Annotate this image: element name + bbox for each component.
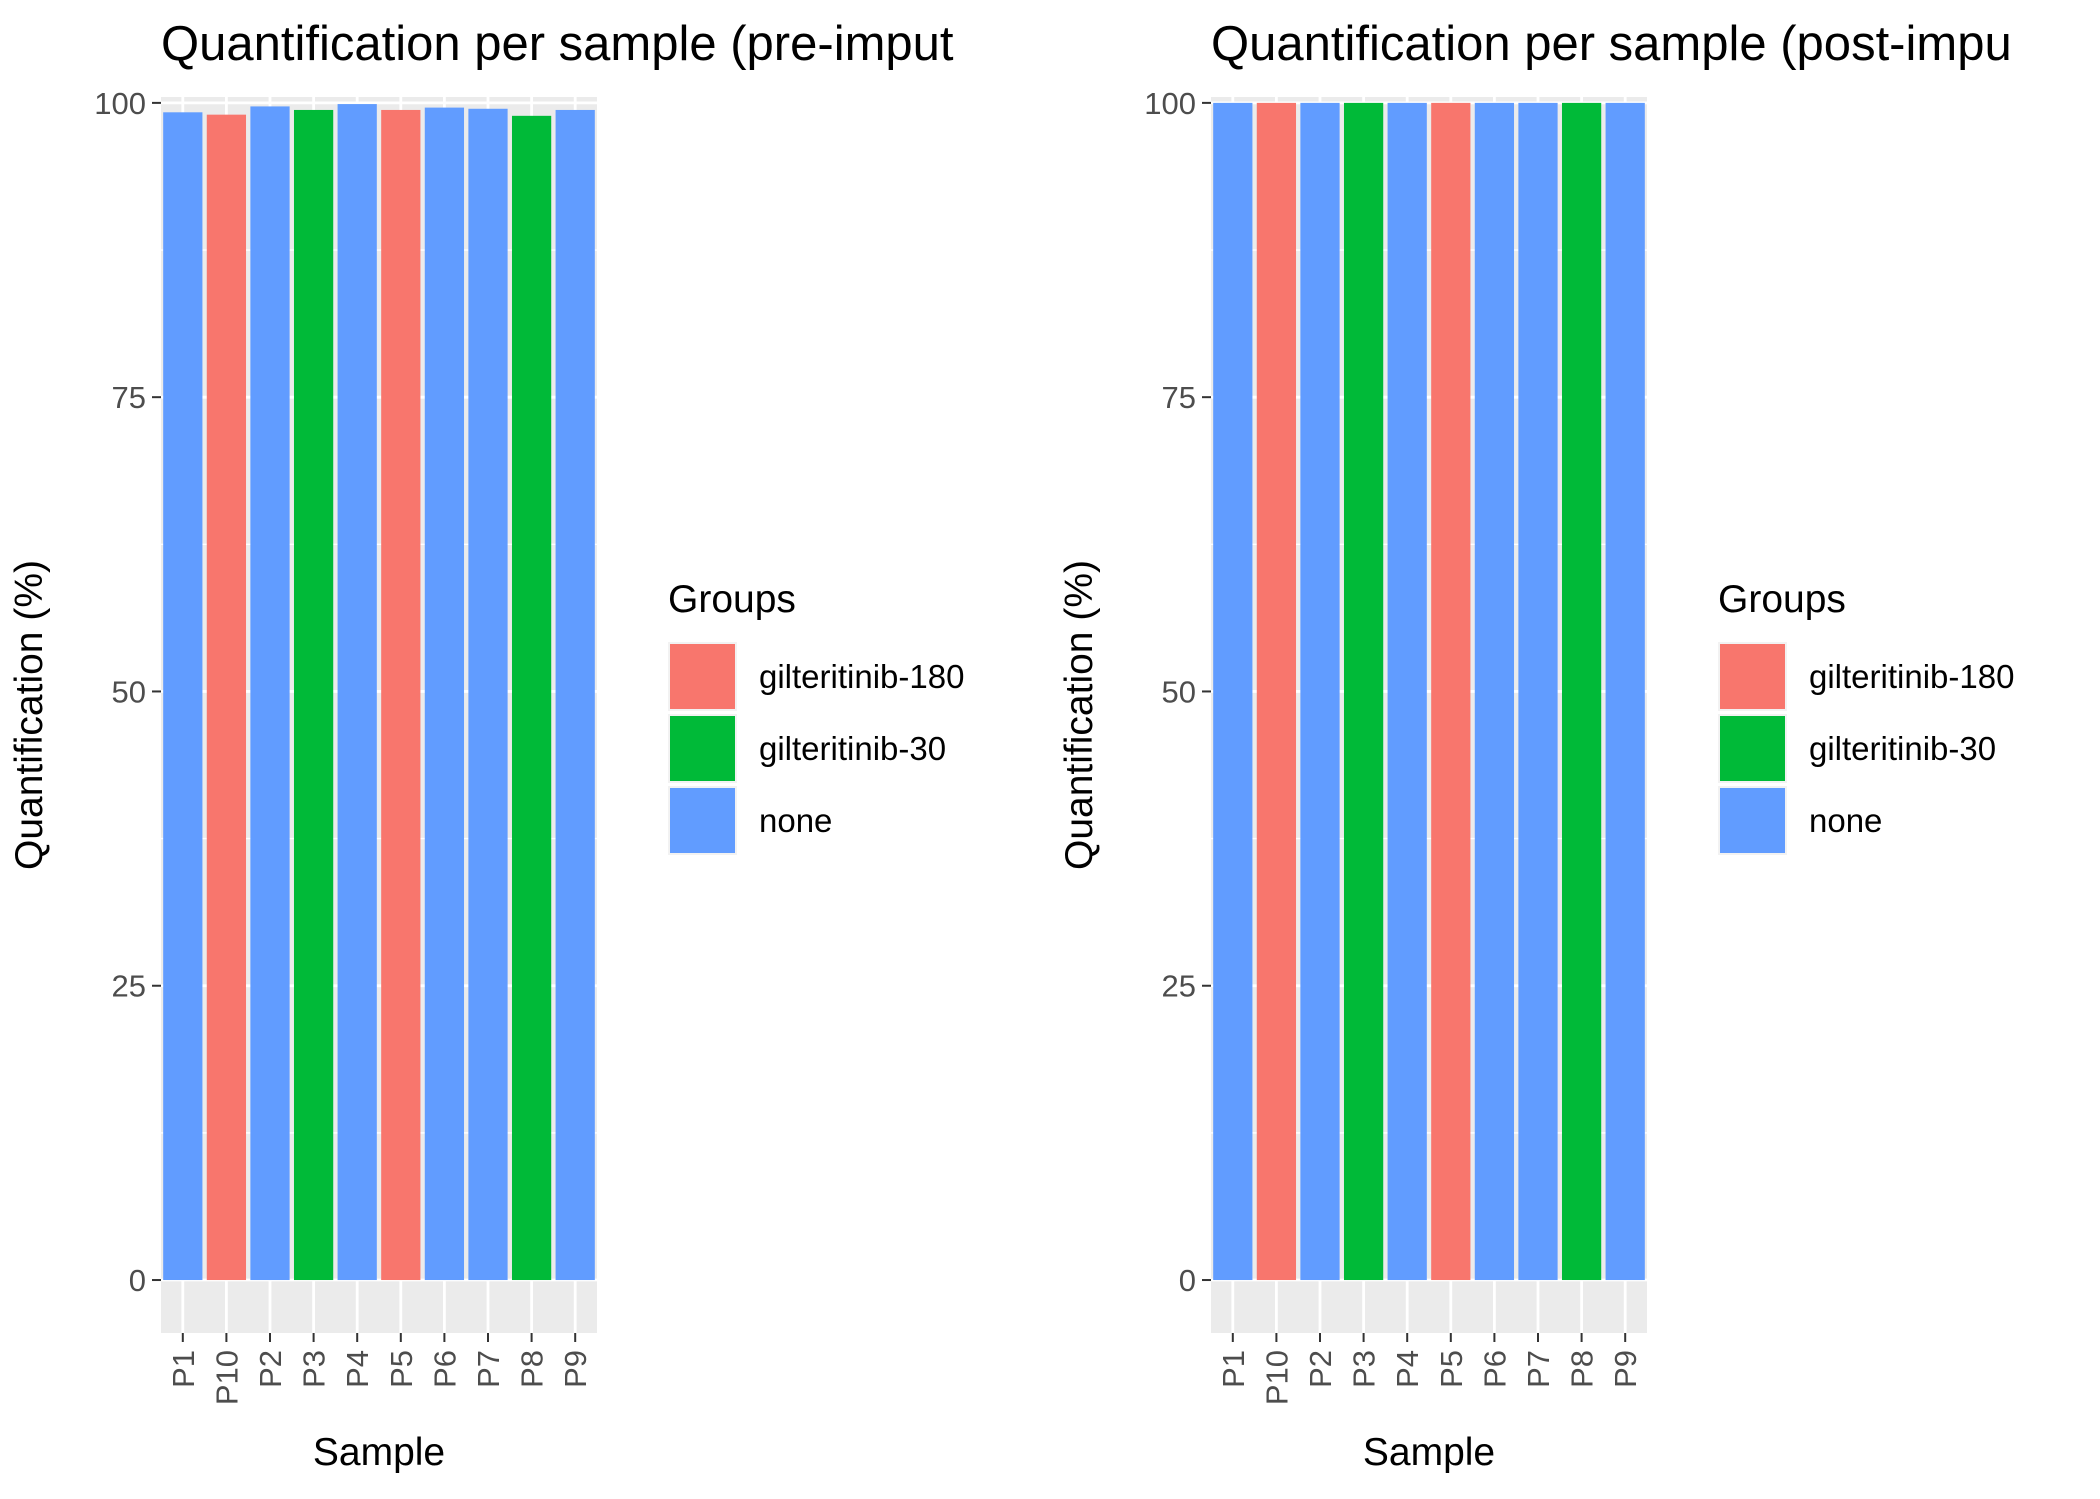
x-tick-label: P10 [209, 1350, 244, 1405]
bar-P8 [511, 115, 552, 1281]
x-tick-label: P8 [515, 1350, 550, 1388]
y-tick-label: 100 [94, 86, 146, 121]
bar-P2 [250, 106, 290, 1281]
legend-swatch-gilteritinib-30 [670, 716, 735, 781]
x-tick-label: P6 [1477, 1350, 1512, 1388]
chart-0: 0 25 50 75 100 P1 P10 P2 P3 P4 P5 P6 P7 P8 P9 Quantific… [8, 17, 964, 1474]
bar-P3 [1343, 102, 1384, 1281]
y-tick-label: 75 [1162, 380, 1196, 415]
legend-label: gilteritinib-30 [759, 730, 946, 767]
legend-label: gilteritinib-180 [1809, 658, 2014, 695]
y-axis-label: Quantification (%) [8, 560, 51, 870]
x-tick-label: P3 [1347, 1350, 1382, 1388]
bar-P8 [1561, 102, 1602, 1281]
legend-label: gilteritinib-180 [759, 658, 964, 695]
bar-P3 [293, 109, 334, 1281]
legend-label: gilteritinib-30 [1809, 730, 1996, 767]
x-tick-label: P5 [384, 1350, 419, 1388]
y-tick-label: 50 [1162, 674, 1196, 709]
legend-title: Groups [668, 578, 796, 621]
legend-swatch-gilteritinib-30 [1720, 716, 1785, 781]
legend-swatch-none [670, 788, 735, 853]
bar-P1 [1213, 102, 1253, 1281]
x-tick-label: P2 [253, 1350, 288, 1388]
x-tick-label: P4 [340, 1350, 375, 1388]
y-tick-label: 75 [112, 380, 146, 415]
x-tick-label: P2 [1303, 1350, 1338, 1388]
bar-P7 [468, 108, 508, 1281]
y-tick-label: 0 [1179, 1263, 1196, 1298]
bar-P5 [1431, 102, 1471, 1281]
x-tick-label: P7 [471, 1350, 506, 1388]
bar-P1 [163, 112, 203, 1281]
bar-P2 [1300, 102, 1340, 1281]
legend-swatch-none [1720, 788, 1785, 853]
x-tick-label: P1 [1216, 1350, 1251, 1388]
bar-P6 [1474, 102, 1515, 1281]
chart-title: Quantification per sample (pre-imput [161, 17, 954, 71]
bar-P4 [1387, 102, 1427, 1281]
x-tick-label: P5 [1434, 1350, 1469, 1388]
bar-P9 [555, 109, 595, 1281]
x-tick-label: P9 [558, 1350, 593, 1388]
x-tick-label: P8 [1565, 1350, 1600, 1388]
bar-P7 [1518, 102, 1558, 1281]
x-tick-label: P7 [1521, 1350, 1556, 1388]
y-tick-label: 25 [112, 969, 146, 1004]
legend-title: Groups [1718, 578, 1846, 621]
legend-swatch-gilteritinib-180 [1720, 644, 1785, 709]
bar-P6 [424, 107, 465, 1281]
legend-swatch-gilteritinib-180 [670, 644, 735, 709]
bar-P4 [337, 104, 377, 1281]
legend-label: none [759, 802, 832, 839]
y-tick-label: 25 [1162, 969, 1196, 1004]
x-tick-label: P3 [297, 1350, 332, 1388]
x-tick-label: P4 [1390, 1350, 1425, 1388]
y-tick-label: 50 [112, 674, 146, 709]
x-tick-label: P10 [1259, 1350, 1294, 1405]
x-tick-label: P9 [1608, 1350, 1643, 1388]
bar-P9 [1605, 102, 1645, 1281]
x-axis-label: Sample [1363, 1431, 1495, 1474]
y-tick-label: 0 [129, 1263, 146, 1298]
legend: Groups gilteritinib-180 gilteritinib-30 non… [1718, 578, 2014, 855]
chart-1: 0 25 50 75 100 P1 P10 P2 P3 P4 P5 P6 P7 P8 P9 Quantific… [1058, 17, 2014, 1474]
bar-P10 [1256, 102, 1297, 1281]
y-axis-label: Quantification (%) [1058, 560, 1101, 870]
bar-P5 [381, 109, 421, 1281]
x-axis-label: Sample [313, 1431, 445, 1474]
legend-label: none [1809, 802, 1882, 839]
bar-P10 [206, 114, 247, 1281]
x-tick-label: P6 [427, 1350, 462, 1388]
legend: Groups gilteritinib-180 gilteritinib-30 non… [668, 578, 964, 855]
chart-title: Quantification per sample (post-impu [1211, 17, 2012, 71]
y-tick-label: 100 [1144, 86, 1196, 121]
x-tick-label: P1 [166, 1350, 201, 1388]
